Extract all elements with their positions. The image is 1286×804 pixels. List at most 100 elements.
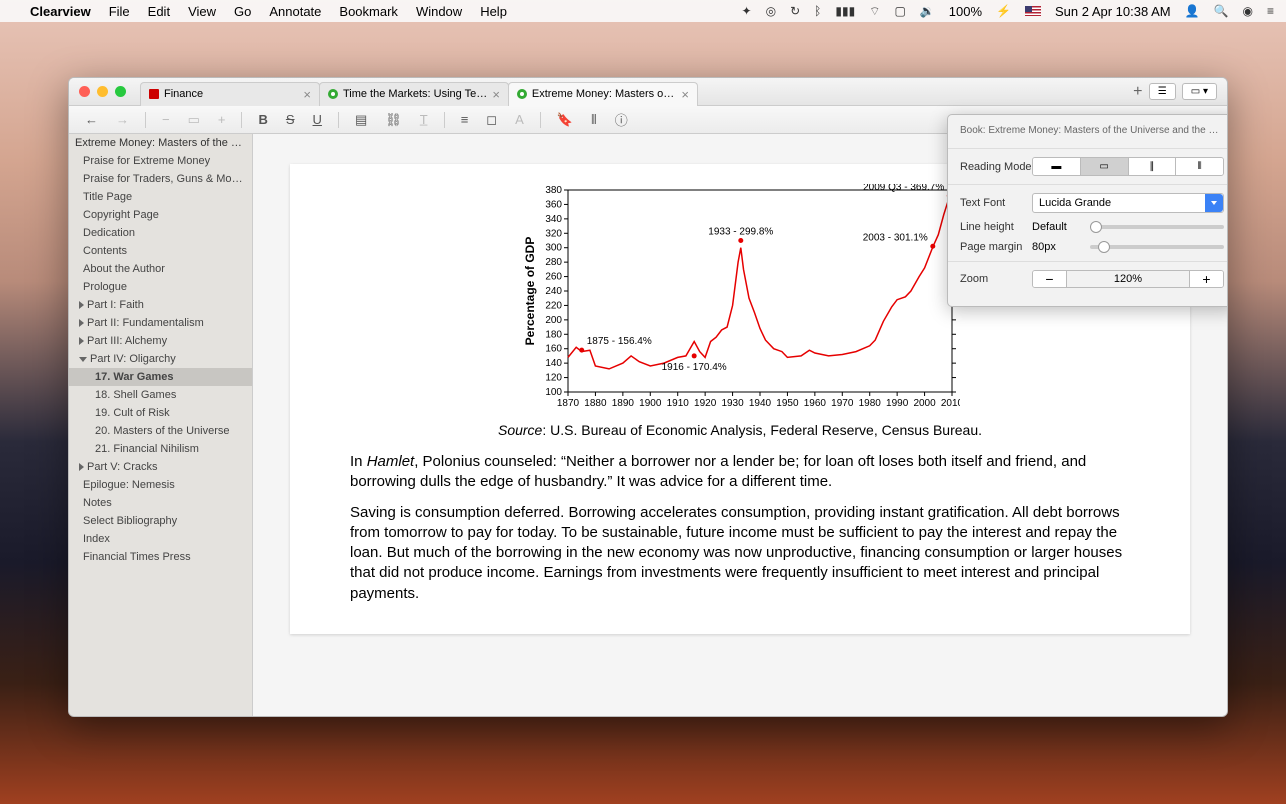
input-source-icon[interactable]: [1025, 6, 1041, 16]
toc-item-15[interactable]: 19. Cult of Risk: [69, 404, 252, 422]
fit-width-button[interactable]: ▭: [182, 110, 206, 130]
page-margin-slider[interactable]: [1090, 245, 1224, 249]
toc-item-3[interactable]: Title Page: [69, 188, 252, 206]
new-tab-button[interactable]: +: [1127, 81, 1149, 103]
svg-text:260: 260: [545, 272, 562, 283]
menu-view[interactable]: View: [188, 4, 216, 19]
volume-icon[interactable]: 🔉: [920, 4, 935, 18]
toc-item-0[interactable]: Extreme Money: Masters of the Un...: [69, 134, 252, 152]
mode-single-icon[interactable]: ▬: [1033, 158, 1081, 175]
close-button[interactable]: [79, 86, 90, 97]
toc-item-6[interactable]: Contents: [69, 242, 252, 260]
svg-text:1933 - 299.8%: 1933 - 299.8%: [708, 227, 773, 238]
mode-two-continuous-icon[interactable]: ⦀: [1176, 158, 1223, 175]
bold-button[interactable]: B: [252, 110, 273, 129]
bookmark-button[interactable]: 🔖: [551, 110, 579, 130]
menu-edit[interactable]: Edit: [148, 4, 170, 19]
menu-help[interactable]: Help: [480, 4, 507, 19]
bluetooth-icon[interactable]: ᛒ: [814, 4, 821, 18]
align-button[interactable]: ≡: [455, 110, 475, 129]
mode-two-page-icon[interactable]: ∥: [1129, 158, 1177, 175]
table-of-contents[interactable]: Extreme Money: Masters of the Un...Prais…: [69, 134, 253, 716]
crop-button[interactable]: ◻: [480, 110, 503, 130]
tab-1[interactable]: Time the Markets: Using Tech×: [319, 82, 509, 106]
toc-item-1[interactable]: Praise for Extreme Money: [69, 152, 252, 170]
strike-button[interactable]: S: [280, 110, 301, 129]
svg-text:2009 Q3 - 369.7%: 2009 Q3 - 369.7%: [863, 184, 944, 193]
toc-item-18[interactable]: Part V: Cracks: [69, 458, 252, 476]
tab-close-button[interactable]: ×: [303, 87, 311, 102]
toc-label: About the Author: [83, 263, 165, 275]
menu-annotate[interactable]: Annotate: [269, 4, 321, 19]
display-mode-button[interactable]: ▭ ▾: [1182, 83, 1217, 100]
wifi-icon[interactable]: ⌔: [869, 4, 880, 19]
info-button[interactable]: ⓘ: [609, 108, 634, 131]
line-height-slider[interactable]: [1090, 225, 1224, 229]
svg-text:1916 - 170.4%: 1916 - 170.4%: [662, 362, 727, 373]
menulet-icon[interactable]: ◎: [766, 4, 776, 18]
list-view-button[interactable]: ☰: [1149, 83, 1176, 100]
toc-item-17[interactable]: 21. Financial Nihilism: [69, 440, 252, 458]
minimize-button[interactable]: [97, 86, 108, 97]
toc-item-23[interactable]: Financial Times Press: [69, 548, 252, 566]
reading-mode-selector[interactable]: ▬ ▭ ∥ ⦀: [1032, 157, 1224, 176]
toc-item-22[interactable]: Index: [69, 530, 252, 548]
zoom-minus-button[interactable]: −: [1033, 271, 1067, 287]
underline-button[interactable]: U: [307, 110, 328, 129]
tab-close-button[interactable]: ×: [681, 87, 689, 102]
toc-item-19[interactable]: Epilogue: Nemesis: [69, 476, 252, 494]
toc-item-4[interactable]: Copyright Page: [69, 206, 252, 224]
menu-window[interactable]: Window: [416, 4, 462, 19]
link-button[interactable]: ⛓: [379, 110, 408, 130]
menu-file[interactable]: File: [109, 4, 130, 19]
forward-button[interactable]: →: [110, 110, 135, 129]
svg-text:1970: 1970: [831, 398, 854, 409]
font-button[interactable]: A: [509, 110, 530, 129]
tab-2[interactable]: Extreme Money: Masters of th×: [508, 82, 698, 106]
note-button[interactable]: ▤: [349, 110, 373, 130]
user-icon[interactable]: 👤: [1185, 4, 1200, 18]
spotlight-icon[interactable]: 🔍: [1214, 4, 1229, 18]
toc-item-16[interactable]: 20. Masters of the Universe: [69, 422, 252, 440]
toc-item-10[interactable]: Part II: Fundamentalism: [69, 314, 252, 332]
menu-bookmark[interactable]: Bookmark: [339, 4, 398, 19]
toc-item-5[interactable]: Dedication: [69, 224, 252, 242]
columns-button[interactable]: ⦀: [585, 110, 603, 130]
toc-item-14[interactable]: 18. Shell Games: [69, 386, 252, 404]
battery-icon[interactable]: ▮▮▮: [835, 4, 855, 18]
toc-item-9[interactable]: Part I: Faith: [69, 296, 252, 314]
toc-item-8[interactable]: Prologue: [69, 278, 252, 296]
zoom-plus-button[interactable]: +: [1189, 271, 1223, 287]
zoom-in-button[interactable]: +: [212, 110, 232, 129]
line-height-label: Line height: [960, 221, 1032, 233]
svg-text:1890: 1890: [612, 398, 635, 409]
back-button[interactable]: ←: [79, 110, 104, 129]
toc-item-20[interactable]: Notes: [69, 494, 252, 512]
tab-close-button[interactable]: ×: [492, 87, 500, 102]
evernote-icon[interactable]: ✦: [742, 4, 752, 18]
zoom-out-button[interactable]: −: [156, 110, 176, 129]
toc-item-13[interactable]: 17. War Games: [69, 368, 252, 386]
clock[interactable]: Sun 2 Apr 10:38 AM: [1055, 4, 1171, 19]
menu-go[interactable]: Go: [234, 4, 251, 19]
timemachine-icon[interactable]: ↻: [790, 4, 800, 18]
svg-text:160: 160: [545, 344, 562, 355]
notifications-icon[interactable]: ≡: [1267, 4, 1274, 18]
airplay-icon[interactable]: ▢: [894, 4, 905, 18]
battery-text[interactable]: 100%: [949, 4, 982, 19]
siri-icon[interactable]: ◉: [1243, 4, 1253, 18]
tab-icon: [328, 89, 338, 99]
toc-item-12[interactable]: Part IV: Oligarchy: [69, 350, 252, 368]
mode-continuous-icon[interactable]: ▭: [1081, 158, 1129, 175]
page-margin-value: 80px: [1032, 241, 1084, 253]
toc-item-2[interactable]: Praise for Traders, Guns & Money: [69, 170, 252, 188]
app-name[interactable]: Clearview: [30, 4, 91, 19]
svg-text:1940: 1940: [749, 398, 772, 409]
toc-item-21[interactable]: Select Bibliography: [69, 512, 252, 530]
text-tool-button[interactable]: T̲: [414, 110, 434, 129]
font-select[interactable]: Lucida Grande: [1032, 193, 1224, 213]
toc-item-11[interactable]: Part III: Alchemy: [69, 332, 252, 350]
tab-0[interactable]: Finance×: [140, 82, 320, 106]
toc-item-7[interactable]: About the Author: [69, 260, 252, 278]
zoom-button[interactable]: [115, 86, 126, 97]
